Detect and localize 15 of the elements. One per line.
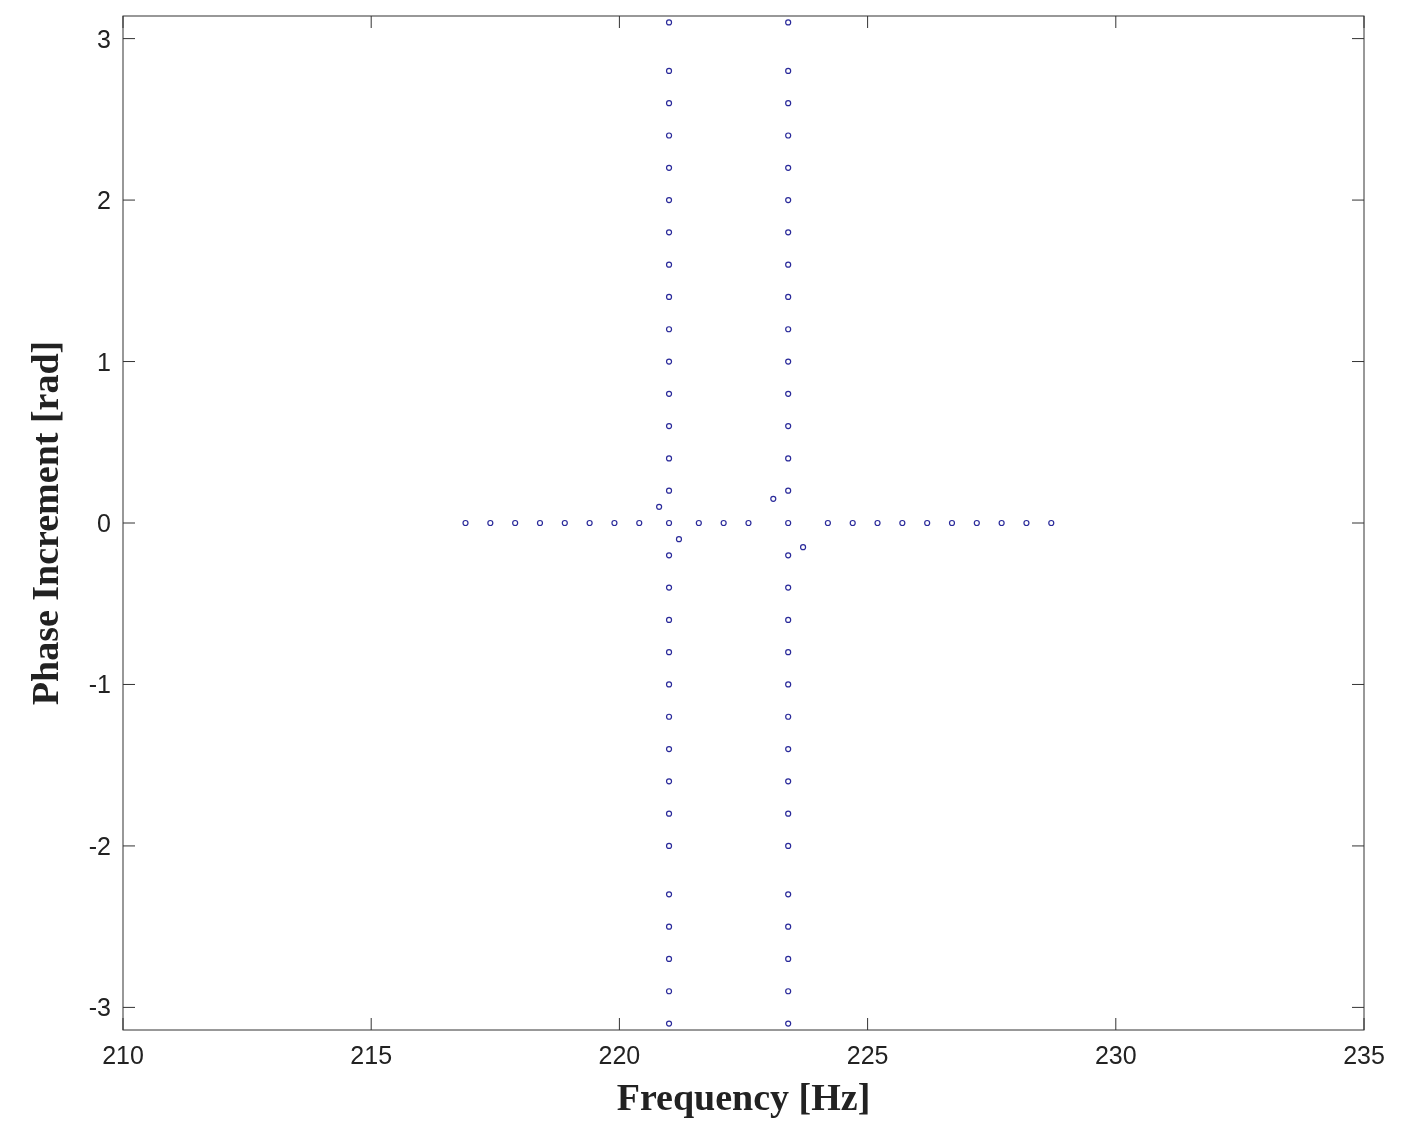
x-tick-label: 210 [102,1041,144,1069]
y-tick-label: -2 [88,831,111,860]
y-tick-label: 2 [97,186,111,215]
y-tick-label: 0 [97,509,111,537]
y-tick-label: -3 [88,993,111,1022]
x-tick-label: 230 [1094,1041,1137,1069]
x-tick-label: 215 [350,1041,393,1069]
y-axis-title: Phase Increment [rad] [24,340,66,706]
y-tick-label: 3 [97,24,111,53]
x-tick-label: 225 [846,1041,889,1069]
y-tick-label: 1 [97,347,111,376]
x-tick-label: 220 [598,1041,641,1069]
x-axis-title: Frequency [Hz] [616,1076,871,1118]
x-tick-label: 235 [1343,1041,1385,1069]
y-tick-label: -1 [88,670,111,699]
